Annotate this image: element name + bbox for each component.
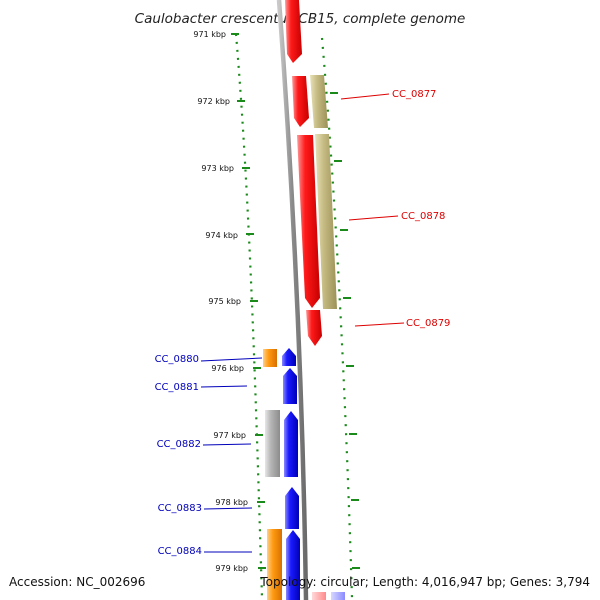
gene-arrow-cc-0879[interactable] — [306, 310, 322, 346]
khaki-features — [310, 75, 337, 309]
gene-arrow-cc-0882[interactable] — [284, 411, 298, 477]
svg-text:CC_0884: CC_0884 — [158, 546, 202, 557]
kbp-tick-976: 976 kbp — [211, 364, 261, 373]
svg-text:977 kbp: 977 kbp — [213, 431, 246, 440]
kbp-tick-973: 973 kbp — [201, 164, 250, 173]
khaki-feature-1[interactable] — [310, 75, 328, 128]
gene-label-cc-0880[interactable]: CC_0880 — [155, 354, 263, 365]
gene-arrow-cc-0881[interactable] — [283, 368, 297, 404]
topology-text: Topology: circular; Length: 4,016,947 bp… — [259, 575, 590, 589]
gene-arrow-top-partial[interactable] — [285, 0, 302, 63]
gene-arrow-cc-0884[interactable] — [286, 530, 300, 600]
svg-text:975 kbp: 975 kbp — [208, 297, 241, 306]
svg-text:CC_0882: CC_0882 — [157, 439, 201, 450]
gray-feature-1[interactable] — [265, 410, 280, 477]
svg-text:CC_0880: CC_0880 — [155, 354, 199, 365]
svg-text:CC_0883: CC_0883 — [158, 503, 202, 514]
gene-arrow-cc-0880[interactable] — [282, 348, 296, 366]
svg-text:978 kbp: 978 kbp — [215, 498, 248, 507]
gene-arrow-cc-0878[interactable] — [297, 135, 320, 308]
gene-labels: CC_0877 CC_0878 CC_0879 CC_0880 CC_0881 … — [155, 89, 451, 557]
svg-text:972 kbp: 972 kbp — [197, 97, 230, 106]
svg-text:973 kbp: 973 kbp — [201, 164, 234, 173]
kbp-tick-975: 975 kbp — [208, 297, 258, 306]
svg-text:CC_0878: CC_0878 — [401, 211, 445, 222]
kbp-scale: 971 kbp 972 kbp 973 kbp 974 kbp 975 kbp … — [193, 30, 266, 573]
orange-feature-1[interactable] — [263, 349, 277, 367]
gene-label-cc-0884[interactable]: CC_0884 — [158, 546, 252, 557]
scale-ticks-right — [320, 37, 360, 599]
svg-text:974 kbp: 974 kbp — [205, 231, 238, 240]
gene-label-cc-0882[interactable]: CC_0882 — [157, 439, 252, 450]
svg-text:CC_0879: CC_0879 — [406, 318, 450, 329]
genome-backbone — [276, 0, 309, 600]
gene-label-cc-0879[interactable]: CC_0879 — [354, 318, 450, 329]
gene-label-cc-0877[interactable]: CC_0877 — [340, 89, 436, 100]
svg-text:971 kbp: 971 kbp — [193, 30, 226, 39]
inner-features — [263, 349, 282, 600]
khaki-feature-2[interactable] — [315, 134, 337, 309]
minus-strand-genes — [282, 348, 345, 600]
accession-text: Accession: NC_002696 — [9, 575, 145, 589]
kbp-tick-977: 977 kbp — [213, 431, 263, 440]
kbp-tick-971: 971 kbp — [193, 30, 239, 39]
svg-text:CC_0881: CC_0881 — [155, 382, 199, 393]
svg-text:CC_0877: CC_0877 — [392, 89, 436, 100]
svg-text:979 kbp: 979 kbp — [215, 564, 248, 573]
gene-arrow-cc-0877[interactable] — [292, 76, 309, 127]
kbp-tick-978: 978 kbp — [215, 498, 265, 507]
scale-ticks-left — [234, 33, 264, 599]
kbp-tick-972: 972 kbp — [197, 97, 245, 106]
orange-feature-2[interactable] — [267, 529, 282, 600]
gene-label-cc-0881[interactable]: CC_0881 — [155, 382, 248, 393]
kbp-tick-974: 974 kbp — [205, 231, 254, 240]
svg-text:976 kbp: 976 kbp — [211, 364, 244, 373]
gene-arrow-cc-0883[interactable] — [285, 487, 299, 529]
gene-label-cc-0883[interactable]: CC_0883 — [158, 503, 253, 514]
gene-label-cc-0878[interactable]: CC_0878 — [348, 211, 445, 222]
kbp-tick-979: 979 kbp — [215, 564, 266, 573]
gene-arrow-bottom-partial-blue[interactable] — [331, 592, 345, 600]
gene-arrow-bottom-partial[interactable] — [312, 592, 326, 600]
plus-strand-genes — [285, 0, 326, 600]
